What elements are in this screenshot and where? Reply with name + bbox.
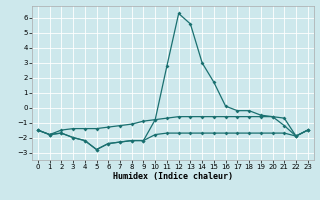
X-axis label: Humidex (Indice chaleur): Humidex (Indice chaleur)	[113, 172, 233, 181]
